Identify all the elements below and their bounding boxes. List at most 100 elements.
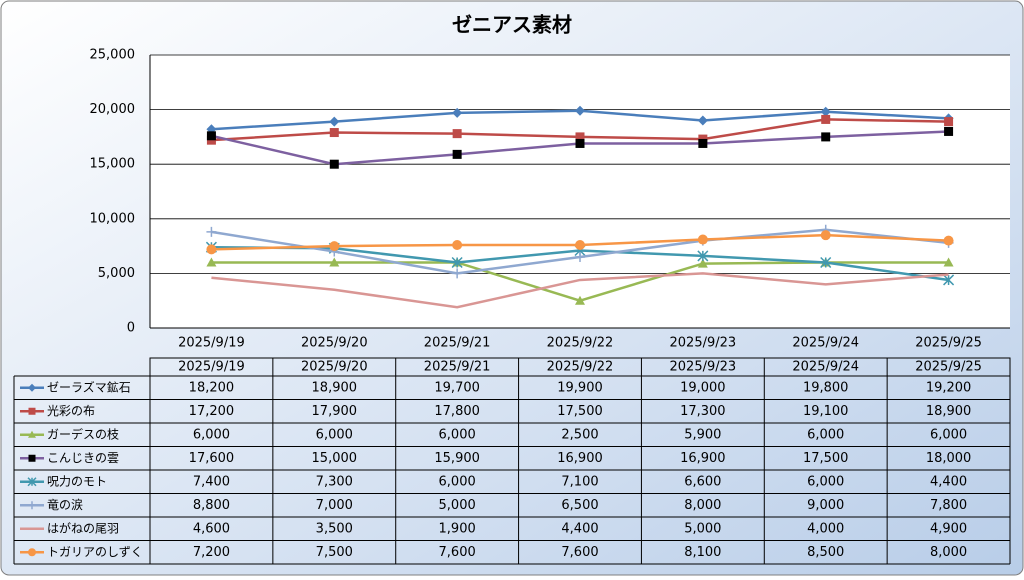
marker-shape: [821, 132, 831, 142]
chart-title: ゼニアス素材: [452, 13, 572, 37]
marker: [329, 241, 340, 252]
marker: [821, 114, 831, 124]
legend-label: ゼーラズマ鉱石: [47, 379, 131, 394]
marker: [820, 256, 832, 269]
table-cell: 8,000: [684, 498, 721, 513]
marker: [28, 501, 36, 510]
table-header: 2025/9/23: [670, 360, 737, 375]
marker-shape: [329, 128, 339, 138]
table-cell: 5,000: [684, 521, 721, 536]
x-tick-label: 2025/9/19: [178, 336, 245, 351]
marker-shape: [575, 240, 585, 251]
x-tick-label: 2025/9/20: [301, 336, 368, 351]
table-cell: 3,500: [316, 521, 353, 536]
legend-label: トガリアのしずく: [47, 545, 143, 559]
marker: [697, 115, 708, 126]
marker-shape: [697, 258, 708, 268]
marker: [575, 295, 585, 305]
x-tick-label: 2025/9/25: [915, 336, 982, 351]
table-cell: 7,600: [561, 545, 598, 560]
marker: [697, 234, 708, 245]
table-cell: 19,900: [557, 380, 603, 395]
marker-shape: [28, 383, 36, 392]
table-header: 2025/9/25: [915, 360, 982, 375]
table-header: 2025/9/22: [547, 360, 614, 375]
table-cell: 8,000: [930, 545, 967, 560]
series-line: [211, 272, 949, 309]
marker-shape: [697, 115, 708, 126]
marker-shape: [820, 230, 831, 241]
plot-area: [150, 55, 1010, 328]
table-cell: 7,100: [561, 474, 598, 489]
marker-shape: [28, 454, 36, 462]
marker: [698, 138, 708, 148]
table-cell: 8,800: [193, 498, 230, 513]
table-header: 2025/9/24: [792, 360, 859, 375]
marker-shape: [451, 256, 463, 269]
marker-shape: [697, 234, 708, 245]
table-cell: 5,000: [439, 498, 476, 513]
marker: [821, 132, 831, 142]
marker-shape: [452, 129, 462, 139]
marker-shape: [944, 117, 954, 127]
y-tick-label: 5,000: [98, 266, 135, 281]
marker-shape: [820, 256, 832, 269]
table-cell: 8,500: [807, 545, 844, 560]
marker-shape: [28, 501, 36, 510]
marker-shape: [452, 107, 463, 118]
table-cell: 19,800: [803, 380, 849, 395]
marker-shape: [575, 295, 585, 305]
legend-label: 竜の涙: [47, 497, 83, 512]
marker-shape: [452, 149, 462, 159]
x-tick-label: 2025/9/23: [670, 336, 737, 351]
y-tick-label: 10,000: [90, 211, 136, 226]
legend-label: はがねの尾羽: [47, 520, 119, 535]
marker: [329, 116, 340, 127]
table-cell: 7,000: [316, 498, 353, 513]
table-cell: 6,000: [807, 474, 844, 489]
table-cell: 19,200: [926, 380, 972, 395]
marker-shape: [575, 132, 585, 142]
table-cell: 17,500: [803, 451, 849, 466]
marker: [820, 230, 831, 241]
marker-shape: [575, 252, 585, 263]
table-cell: 6,000: [439, 427, 476, 442]
marker: [452, 107, 463, 118]
marker: [28, 548, 36, 557]
table-cell: 4,600: [193, 521, 230, 536]
table-cell: 7,800: [930, 498, 967, 513]
x-tick-label: 2025/9/21: [424, 336, 491, 351]
table-cell: 16,900: [680, 451, 726, 466]
marker: [575, 138, 585, 148]
marker-shape: [575, 105, 585, 116]
marker-shape: [206, 244, 217, 255]
table-cell: 17,600: [189, 451, 235, 466]
table-cell: 6,000: [807, 427, 844, 442]
marker: [452, 240, 463, 251]
marker: [575, 240, 585, 251]
marker-shape: [697, 250, 709, 262]
legend-label: 光彩の布: [47, 404, 95, 418]
legend-label: こんじきの雲: [47, 451, 119, 465]
marker-shape: [28, 430, 36, 438]
x-tick-label: 2025/9/22: [547, 336, 614, 351]
marker-shape: [206, 131, 216, 141]
marker-shape: [452, 268, 463, 279]
table-cell: 7,200: [193, 545, 230, 560]
marker: [329, 159, 339, 169]
table-cell: 17,300: [680, 404, 726, 419]
marker-shape: [206, 226, 217, 237]
table-cell: 15,000: [312, 451, 358, 466]
marker-shape: [27, 477, 37, 487]
marker-shape: [943, 235, 954, 246]
marker-shape: [452, 240, 463, 251]
marker: [452, 149, 462, 159]
marker: [575, 105, 585, 116]
table-cell: 7,600: [439, 545, 476, 560]
table-header: 2025/9/19: [178, 360, 245, 375]
table-cell: 8,100: [684, 545, 721, 560]
table-cell: 17,900: [312, 404, 358, 419]
marker: [697, 250, 709, 262]
table-cell: 7,300: [316, 474, 353, 489]
marker: [943, 235, 954, 246]
